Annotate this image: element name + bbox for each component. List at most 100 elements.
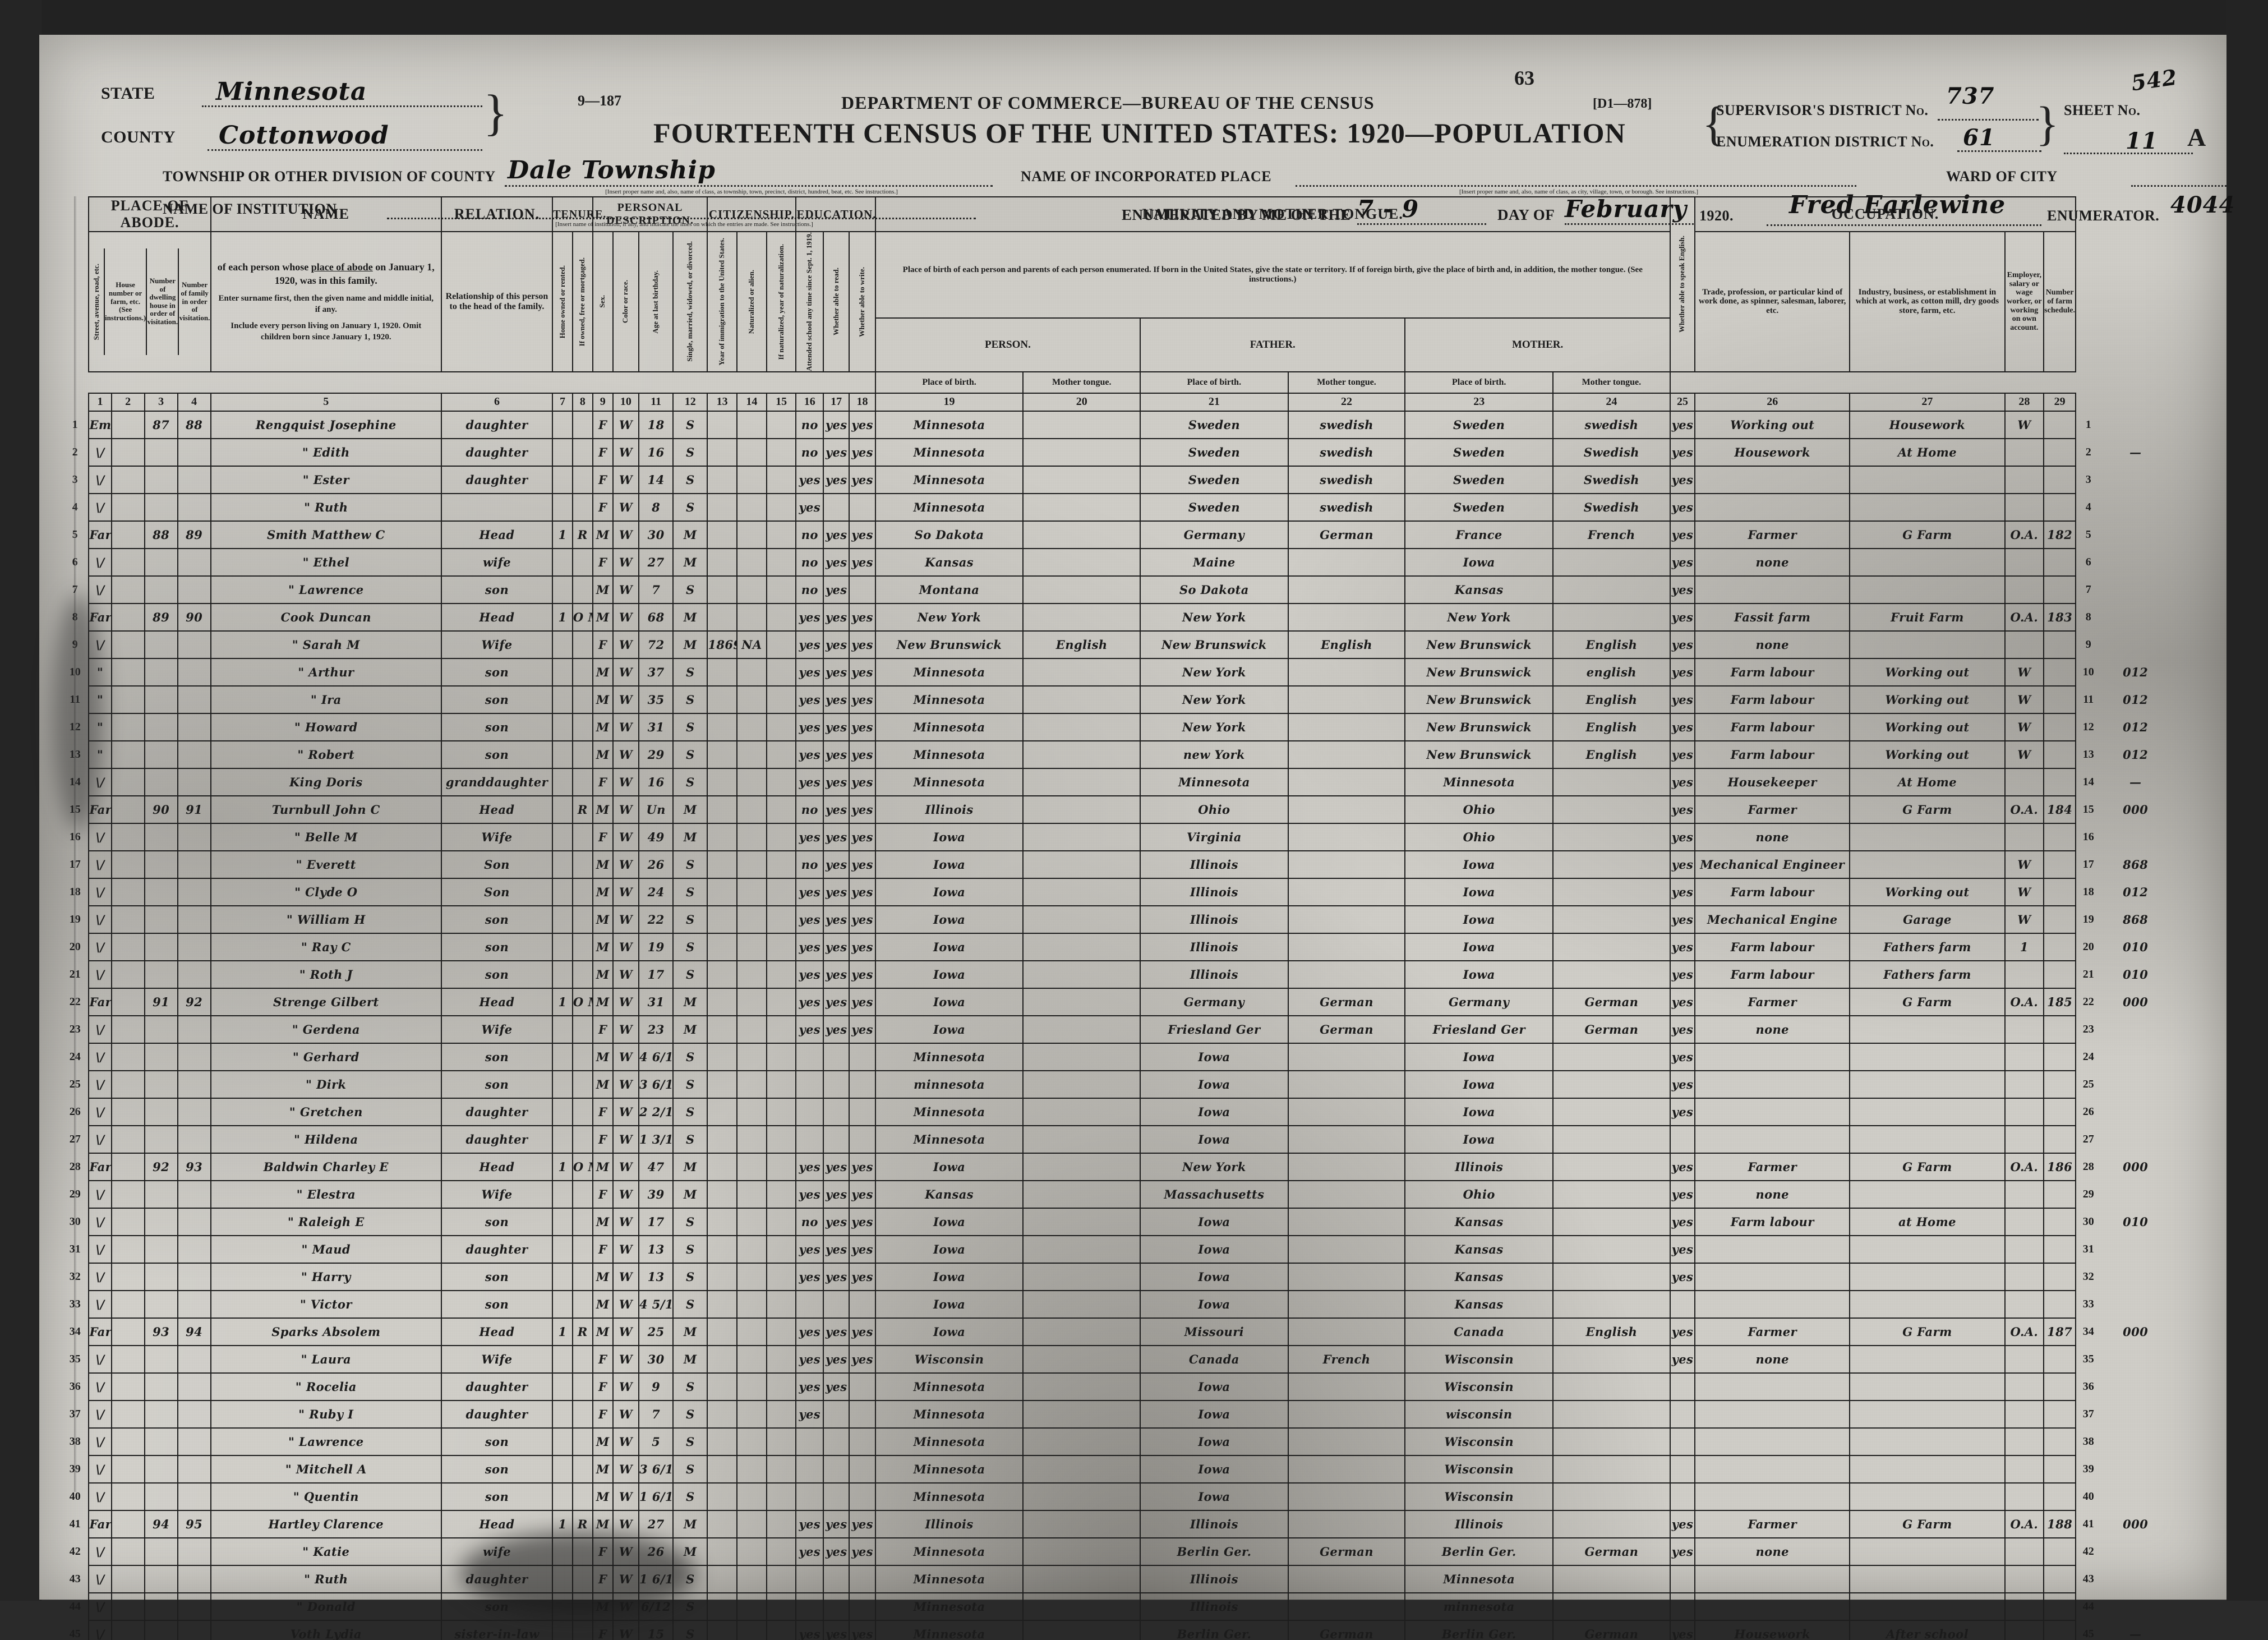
cell-c26[interactable]: none (1694, 1344, 1851, 1374)
cell-c9[interactable]: F (592, 1619, 614, 1640)
cell-c15[interactable] (766, 575, 797, 604)
cell-c27[interactable]: Working out (1849, 740, 2006, 769)
cell-c24[interactable] (1552, 850, 1671, 879)
cell-c7[interactable] (552, 850, 573, 879)
cell-c19[interactable]: Minnesota (874, 437, 1024, 467)
cell-c16[interactable] (795, 1454, 824, 1484)
cell-c11[interactable]: 27 (638, 1509, 674, 1538)
cell-c20[interactable] (1022, 1482, 1141, 1511)
cell-c18[interactable]: yes (849, 410, 876, 439)
cell-c25[interactable]: yes (1669, 520, 1696, 549)
cell-c17[interactable]: yes (822, 1619, 850, 1640)
cell-c22[interactable] (1287, 1125, 1406, 1154)
cell-c17[interactable]: yes (822, 465, 850, 494)
cell-c3[interactable]: 90 (144, 795, 178, 824)
cell-c12[interactable]: S (672, 1070, 708, 1099)
cell-c4[interactable] (177, 1234, 211, 1264)
cell-c5[interactable]: " Gretchen (210, 1097, 442, 1126)
cell-c2[interactable] (110, 850, 145, 879)
cell-c24[interactable] (1552, 767, 1671, 796)
cell-c8[interactable] (571, 767, 593, 796)
cell-c27[interactable] (1849, 492, 2006, 522)
cell-c6[interactable]: daughter (440, 410, 554, 439)
cell-c24[interactable]: Swedish (1552, 437, 1671, 467)
cell-c22[interactable] (1287, 850, 1406, 879)
cell-c16[interactable] (795, 1289, 824, 1319)
cell-c3[interactable] (144, 1619, 178, 1640)
cell-c23[interactable]: Kansas (1404, 1289, 1554, 1319)
cell-c11[interactable]: 29 (638, 740, 674, 769)
cell-c18[interactable]: yes (849, 822, 876, 851)
cell-c22[interactable] (1287, 767, 1406, 796)
cell-c26[interactable] (1694, 1234, 1851, 1264)
cell-c29[interactable] (2043, 1454, 2077, 1484)
cell-c15[interactable] (766, 1207, 797, 1236)
cell-c3[interactable] (144, 740, 178, 769)
cell-c16[interactable]: no (795, 410, 824, 439)
cell-c17[interactable]: yes (822, 1372, 850, 1401)
cell-c13[interactable] (707, 1152, 738, 1181)
cell-c1[interactable]: \/ (88, 1619, 112, 1640)
cell-c12[interactable]: S (672, 1372, 708, 1401)
cell-c24[interactable] (1552, 1399, 1671, 1429)
cell-c13[interactable] (707, 987, 738, 1016)
table-row[interactable]: 10"" ArthursonMW37SyesyesyesMinnesotaNew… (62, 657, 2170, 687)
cell-c25[interactable]: yes (1669, 987, 1696, 1016)
cell-c22[interactable] (1287, 1564, 1406, 1593)
cell-c9[interactable]: F (592, 630, 614, 659)
cell-c11[interactable]: 7 (638, 575, 674, 604)
cell-c15[interactable] (766, 1180, 797, 1209)
cell-c10[interactable]: W (612, 1509, 640, 1538)
cell-c22[interactable] (1287, 1482, 1406, 1511)
cell-c12[interactable]: S (672, 877, 708, 906)
cell-c9[interactable]: M (592, 1509, 614, 1538)
cell-c14[interactable] (736, 410, 767, 439)
cell-c24[interactable]: Swedish (1552, 492, 1671, 522)
cell-c6[interactable]: sister-in-law (440, 1619, 554, 1640)
cell-c12[interactable]: S (672, 1207, 708, 1236)
cell-c17[interactable] (822, 1482, 850, 1511)
cell-c23[interactable]: Kansas (1404, 1262, 1554, 1291)
cell-c27[interactable] (1849, 1234, 2006, 1264)
cell-c2[interactable] (110, 1399, 145, 1429)
cell-c29[interactable] (2043, 1619, 2077, 1640)
cell-c19[interactable]: Minnesota (874, 1427, 1024, 1456)
cell-c9[interactable]: M (592, 602, 614, 632)
cell-c10[interactable]: W (612, 1317, 640, 1346)
cell-c15[interactable] (766, 602, 797, 632)
cell-c10[interactable]: W (612, 740, 640, 769)
cell-c5[interactable]: Strenge Gilbert (210, 987, 442, 1016)
cell-c5[interactable]: Cook Duncan (210, 602, 442, 632)
cell-c12[interactable]: M (672, 1152, 708, 1181)
cell-c27[interactable] (1849, 850, 2006, 879)
cell-c13[interactable] (707, 1482, 738, 1511)
cell-c29[interactable] (2043, 1125, 2077, 1154)
cell-c6[interactable]: daughter (440, 465, 554, 494)
cell-c17[interactable]: yes (822, 685, 850, 714)
cell-c26[interactable]: Farm labour (1694, 960, 1851, 989)
cell-c4[interactable] (177, 1427, 211, 1456)
cell-c11[interactable]: 1 3/12 (638, 1125, 674, 1154)
cell-c1[interactable]: Far (88, 1509, 112, 1538)
supervisor-district-value[interactable]: 737 (1946, 83, 1995, 109)
cell-c11[interactable]: 13 (638, 1234, 674, 1264)
cell-c27[interactable] (1849, 1399, 2006, 1429)
cell-c15[interactable] (766, 850, 797, 879)
cell-c12[interactable]: S (672, 657, 708, 687)
cell-c2[interactable] (110, 987, 145, 1016)
cell-c1[interactable]: \/ (88, 1042, 112, 1071)
cell-c6[interactable]: Wife (440, 822, 554, 851)
cell-c4[interactable] (177, 822, 211, 851)
cell-c10[interactable]: W (612, 657, 640, 687)
cell-c7[interactable] (552, 795, 573, 824)
cell-c29[interactable]: 186 (2043, 1152, 2077, 1181)
cell-c4[interactable]: 88 (177, 410, 211, 439)
cell-c5[interactable]: Rengquist Josephine (210, 410, 442, 439)
cell-c1[interactable]: \/ (88, 1592, 112, 1621)
cell-c17[interactable]: yes (822, 520, 850, 549)
cell-c8[interactable] (571, 1564, 593, 1593)
cell-c16[interactable] (795, 1564, 824, 1593)
cell-c18[interactable]: yes (849, 960, 876, 989)
cell-c1[interactable]: \/ (88, 1482, 112, 1511)
cell-c15[interactable] (766, 437, 797, 467)
